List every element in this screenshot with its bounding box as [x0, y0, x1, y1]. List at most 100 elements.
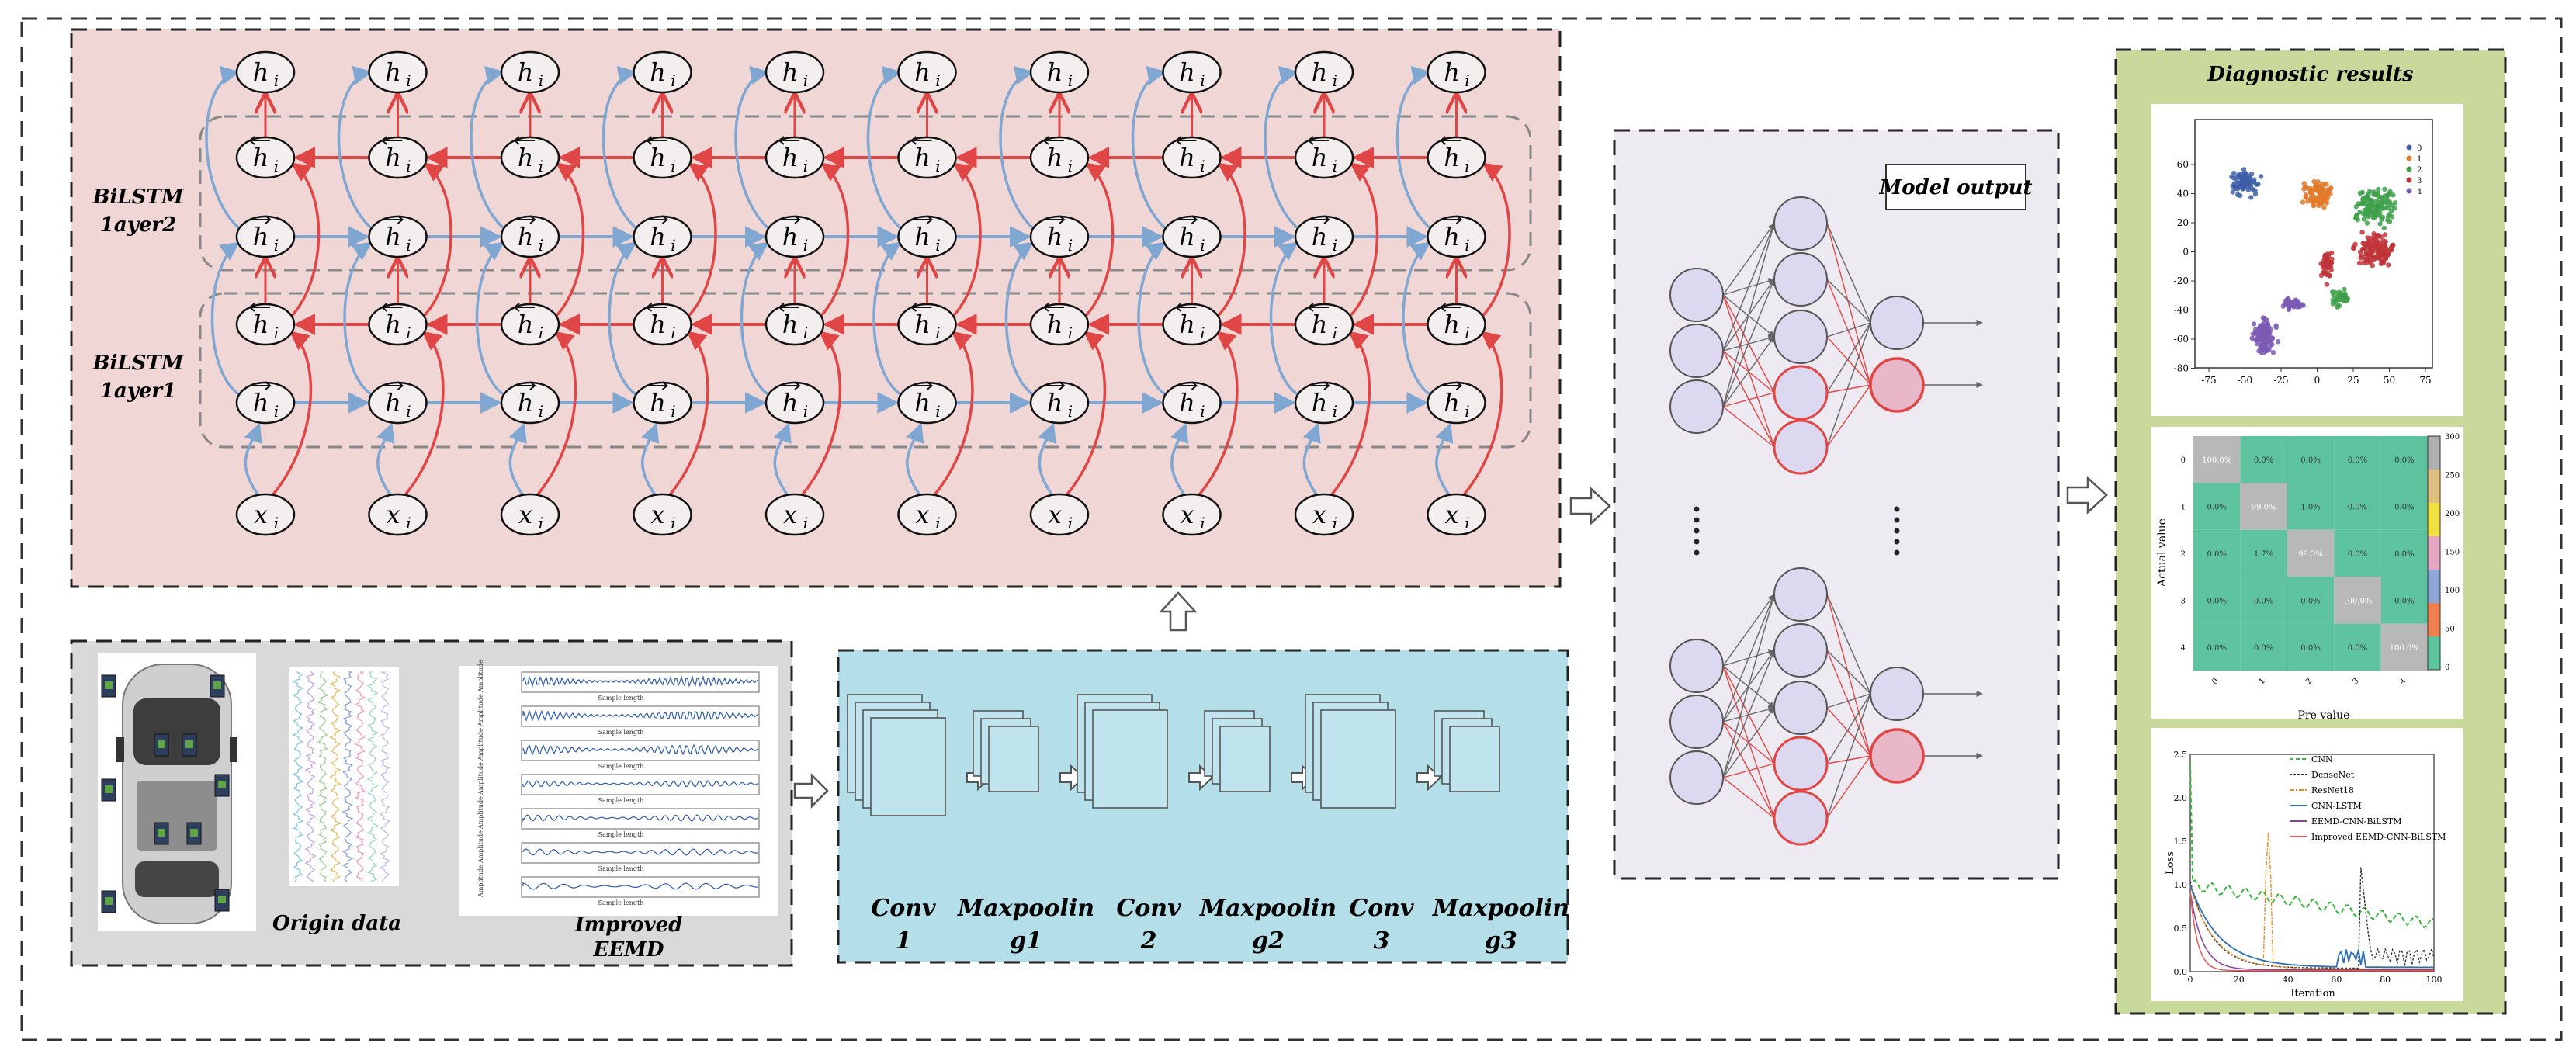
svg-text:h: h [1179, 222, 1195, 251]
svg-text:i: i [671, 324, 675, 342]
tsne-xtick-6: 75 [2419, 375, 2431, 386]
svg-text:1.7%: 1.7% [2254, 550, 2273, 559]
loss-plot [2151, 728, 2463, 1001]
svg-text:h: h [385, 57, 401, 87]
svg-text:i: i [1465, 324, 1469, 342]
cm-cell-2-1 [2240, 529, 2287, 577]
svg-text:Conv: Conv [1116, 895, 1181, 922]
layer1-group [199, 292, 1532, 449]
svg-text:x: x [1444, 500, 1458, 529]
svg-text:i: i [1465, 236, 1469, 255]
svg-text:i: i [1068, 402, 1073, 421]
svg-text:h: h [650, 388, 666, 418]
svg-text:Maxpoolin: Maxpoolin [957, 895, 1094, 922]
tsne-legend-2: 2 [2417, 166, 2422, 175]
svg-text:0.0%: 0.0% [2348, 550, 2367, 559]
cm-cell-1-4 [2380, 483, 2428, 530]
svg-text:i: i [935, 514, 940, 532]
svg-text:x: x [386, 500, 400, 529]
svg-text:h: h [1047, 310, 1063, 339]
eemd-waves: Amplitude Sample length Amplitude Sample le… [477, 660, 760, 906]
svg-text:Sample length: Sample length [598, 899, 644, 906]
cm-cell-2-2 [2287, 529, 2335, 577]
cm-cbar-tick-2: 200 [2445, 510, 2460, 518]
svg-text:h: h [1179, 143, 1195, 172]
svg-text:Maxpoolin: Maxpoolin [1199, 895, 1337, 922]
nn-top-hid-3 [1773, 365, 1829, 421]
svg-text:Sample length: Sample length [598, 831, 644, 838]
tsne-ytick-1: 40 [2177, 189, 2189, 199]
svg-text:1.5: 1.5 [2174, 837, 2188, 847]
svg-text:i: i [671, 402, 675, 421]
nn-top-out-1 [1869, 357, 1925, 413]
svg-text:h: h [253, 222, 269, 251]
tsne-legend-1: 1 [2417, 155, 2422, 164]
svg-text:x: x [783, 500, 797, 529]
svg-text:x: x [518, 500, 532, 529]
cm-cell-1-3 [2334, 483, 2381, 530]
svg-text:i: i [1200, 157, 1205, 175]
tsne-ytick-6: -60 [2174, 334, 2189, 345]
svg-text:i: i [1200, 514, 1205, 532]
eemd-label-line2: EEMD [593, 938, 664, 962]
svg-text:x: x [1180, 500, 1194, 529]
cnn-arrow-4 [1416, 764, 1442, 792]
cm-cell-0-1 [2240, 436, 2287, 483]
svg-text:3: 3 [1374, 927, 1390, 955]
cnn-panel: Conv 1 Maxpoolin g1 Conv 2 Maxpoolin g2 Conv 3 Max… [837, 649, 1569, 964]
cm-cell-0-4 [2380, 436, 2428, 483]
cm-cell-3-0 [2193, 577, 2241, 624]
svg-text:i: i [274, 157, 279, 175]
cnn-layer-2: Conv 2 [1077, 694, 1181, 955]
svg-text:20: 20 [2234, 975, 2245, 985]
svg-text:100.0%: 100.0% [2342, 597, 2372, 605]
svg-text:i: i [539, 71, 543, 90]
svg-text:Sample length: Sample length [598, 729, 644, 736]
svg-text:x: x [650, 500, 664, 529]
svg-text:h: h [650, 57, 666, 87]
svg-text:0: 0 [2181, 456, 2186, 465]
model-output-panel: Model output [1613, 129, 2060, 880]
tsne-points [2229, 167, 2398, 355]
cm-cell-2-3 [2334, 529, 2381, 577]
layer1-label-line2: 1ayer1 [100, 379, 176, 403]
svg-text:i: i [803, 236, 808, 255]
svg-text:h: h [253, 143, 269, 172]
svg-text:0.5: 0.5 [2174, 924, 2188, 934]
svg-text:h: h [385, 143, 401, 172]
cnn-layer-1: Maxpoolin g1 [957, 710, 1094, 955]
svg-text:h: h [518, 143, 534, 172]
svg-text:i: i [539, 236, 543, 255]
svg-text:i: i [1068, 71, 1073, 90]
svg-text:i: i [539, 324, 543, 342]
svg-text:3: 3 [2181, 597, 2186, 605]
tsne-ytick-0: 60 [2177, 159, 2189, 170]
svg-text:i: i [803, 71, 808, 90]
svg-text:i: i [406, 514, 411, 532]
cm-cell-3-3 [2334, 577, 2381, 624]
nn-top-hid-0 [1773, 196, 1828, 251]
svg-text:i: i [1465, 402, 1469, 421]
svg-text:i: i [1333, 514, 1337, 532]
svg-text:h: h [518, 388, 534, 418]
tsne-legend-3: 3 [2417, 177, 2422, 185]
cm-cell-3-2 [2287, 577, 2335, 624]
svg-text:h: h [1047, 143, 1063, 172]
svg-text:80: 80 [2380, 975, 2391, 985]
svg-text:i: i [1333, 324, 1337, 342]
svg-text:h: h [1312, 57, 1328, 87]
